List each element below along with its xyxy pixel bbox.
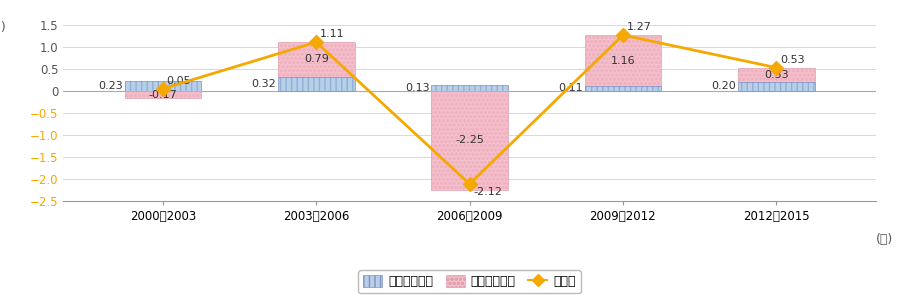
Bar (124, 81, 201, 91)
Bar (124, 91, 201, 98)
Text: 0.13: 0.13 (405, 83, 429, 93)
Text: 0.20: 0.20 (711, 81, 735, 91)
Bar (737, 68, 814, 82)
Text: 1.16: 1.16 (610, 55, 634, 65)
Bar (431, 91, 507, 190)
Bar (278, 42, 354, 77)
Bar (737, 82, 814, 91)
Bar (584, 86, 660, 91)
Text: 0.05: 0.05 (167, 76, 191, 86)
Text: 0.32: 0.32 (252, 79, 276, 89)
Bar (431, 85, 507, 91)
Bar (737, 68, 814, 82)
Bar (431, 91, 507, 190)
Text: -2.12: -2.12 (473, 187, 502, 197)
Text: (年): (年) (875, 233, 892, 246)
Text: 0.23: 0.23 (98, 81, 123, 91)
Bar (584, 86, 660, 91)
Text: (%): (%) (0, 21, 6, 34)
Bar (584, 35, 660, 86)
Bar (278, 77, 354, 91)
Bar (737, 82, 814, 91)
Legend: 情報通信産業, その他の産業, 全産業: 情報通信産業, その他の産業, 全産業 (358, 270, 580, 293)
Text: 0.79: 0.79 (303, 55, 328, 65)
Text: 1.11: 1.11 (319, 29, 345, 39)
Bar (124, 81, 201, 91)
Text: -0.17: -0.17 (148, 90, 177, 100)
Bar (431, 85, 507, 91)
Bar (278, 42, 354, 77)
Text: 0.11: 0.11 (557, 83, 583, 94)
Bar (278, 77, 354, 91)
Text: 0.53: 0.53 (779, 55, 804, 65)
Bar (124, 91, 201, 98)
Text: -2.25: -2.25 (455, 135, 483, 145)
Text: 0.33: 0.33 (763, 70, 787, 80)
Bar (584, 35, 660, 86)
Text: 1.27: 1.27 (626, 22, 651, 32)
